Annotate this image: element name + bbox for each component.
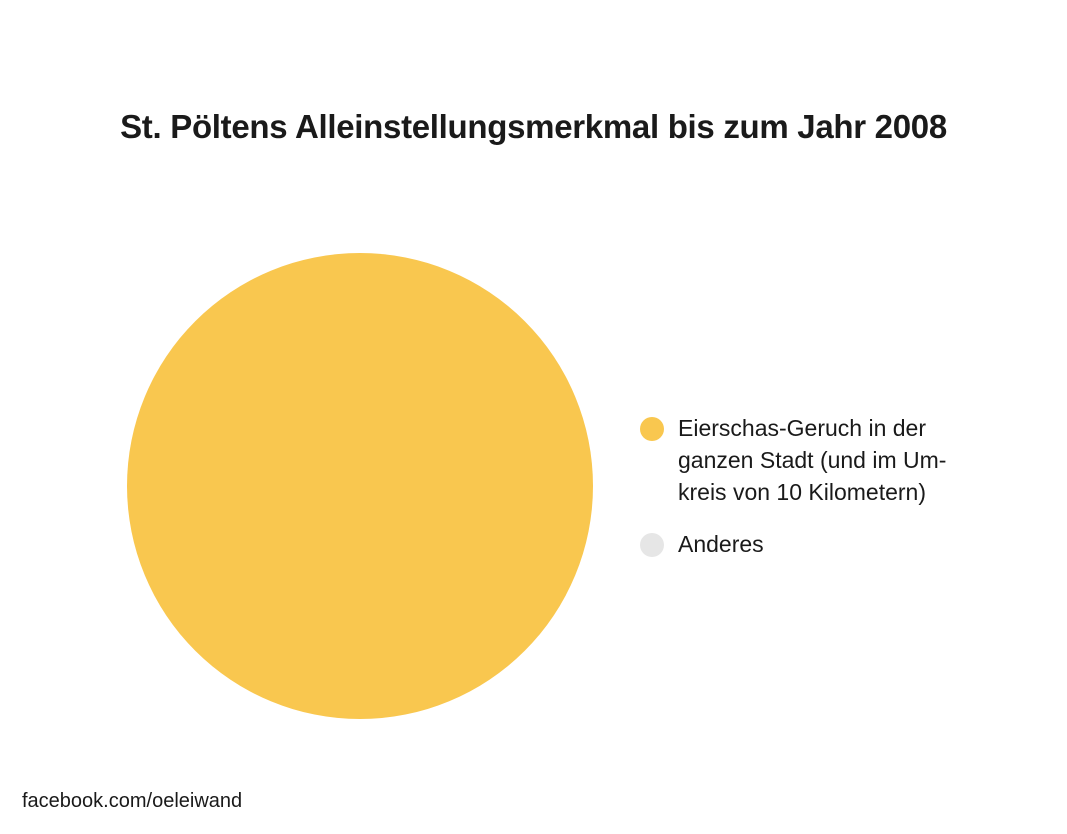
- legend-label-anderes: Anderes: [678, 531, 764, 557]
- legend-label-eierschas-geruch: Eierschas-Geruch in der ganzen Stadt (un…: [678, 412, 978, 508]
- legend-swatch-anderes: [640, 533, 664, 557]
- footer-source-link: facebook.com/oeleiwand: [22, 790, 243, 812]
- legend-label-line: ganzen Stadt (und im Um-: [678, 447, 947, 473]
- legend-label-line: Eierschas-Geruch in der: [678, 415, 926, 441]
- legend-item-eierschas-geruch: Eierschas-Geruch in der ganzen Stadt (un…: [640, 412, 980, 508]
- legend-item-anderes: Anderes: [640, 528, 980, 560]
- legend-label-line: kreis von 10 Kilometern): [678, 479, 926, 505]
- pie-slice-eierschas-geruch: [127, 253, 593, 719]
- legend: Eierschas-Geruch in der ganzen Stadt (un…: [640, 412, 980, 580]
- chart-title: St. Pöltens Alleinstellungsmerkmal bis z…: [120, 108, 947, 145]
- legend-swatch-eierschas-geruch: [640, 417, 664, 441]
